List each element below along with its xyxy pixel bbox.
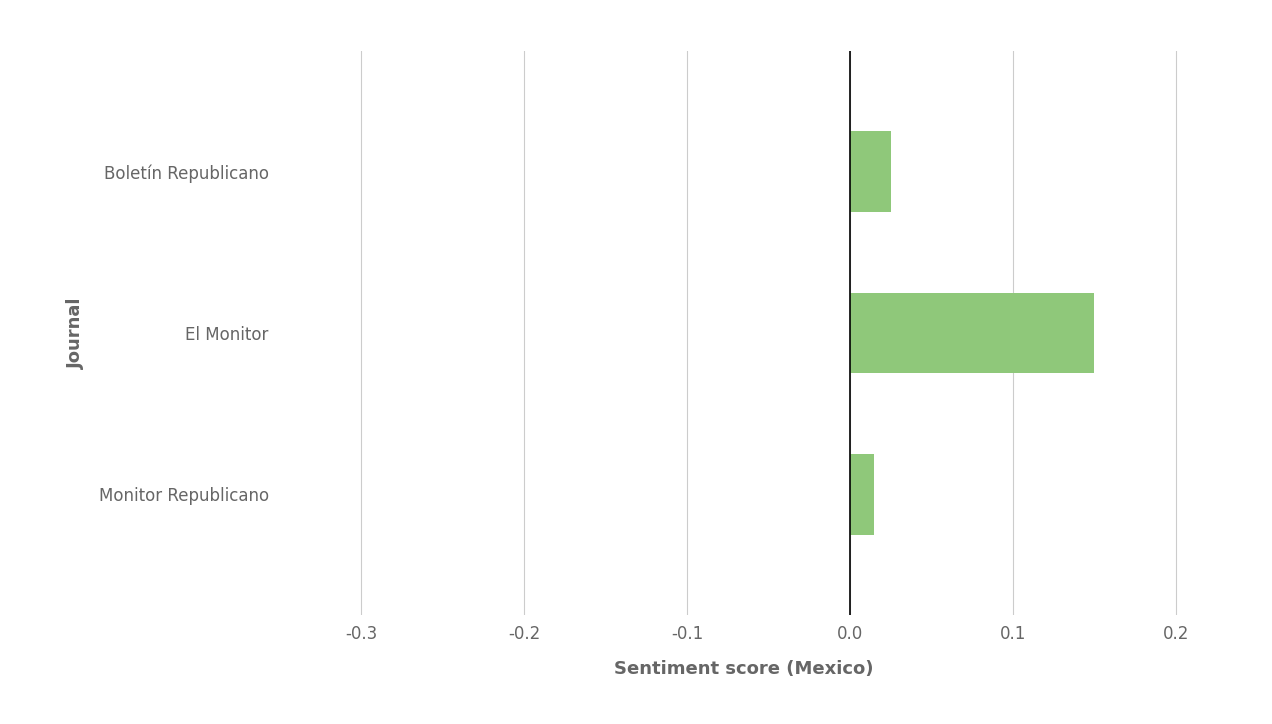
Bar: [850, 131, 890, 212]
Bar: [850, 292, 1094, 374]
Y-axis label: Journal: Journal: [66, 298, 85, 369]
Bar: [850, 454, 874, 535]
X-axis label: Sentiment score (Mexico): Sentiment score (Mexico): [614, 660, 874, 678]
